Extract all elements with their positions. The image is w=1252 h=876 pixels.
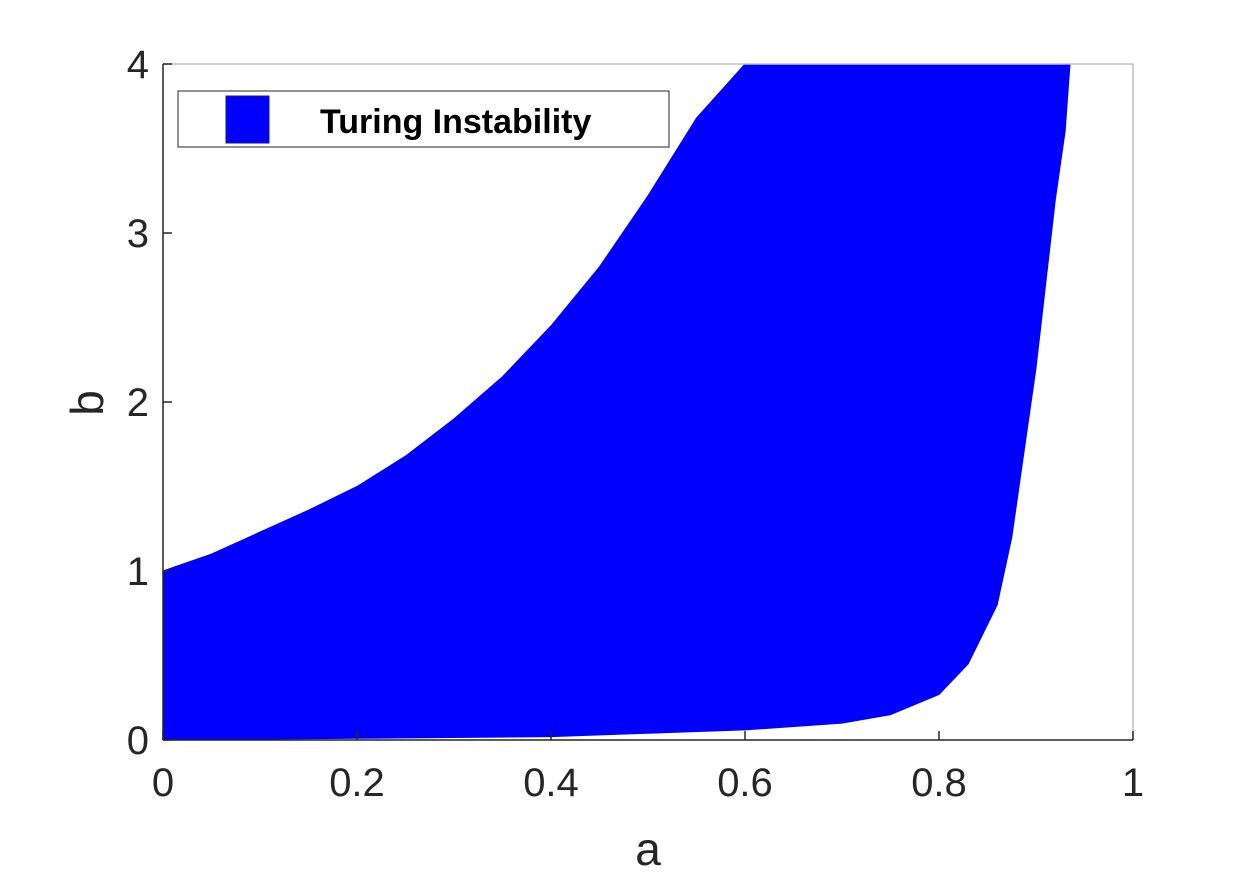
y-tick-label: 2 — [127, 381, 149, 425]
y-tick-label: 4 — [127, 43, 149, 87]
y-tick-label: 1 — [127, 550, 149, 594]
legend-swatch — [225, 95, 270, 144]
y-tick-label: 3 — [127, 212, 149, 256]
x-tick-label: 0.8 — [911, 761, 967, 805]
region-layer — [162, 63, 1071, 741]
x-tick-label: 0.6 — [717, 761, 773, 805]
tick-layer: 0 0.2 0.4 0.6 0.8 1 0 1 2 3 4 — [127, 43, 1144, 805]
x-tick-label: 0.2 — [329, 761, 385, 805]
x-tick-label: 0.4 — [523, 761, 579, 805]
y-axis-label: b — [61, 390, 113, 416]
x-tick-label: 0 — [152, 761, 174, 805]
legend: Turing Instability — [177, 90, 670, 148]
y-tick-label: 0 — [127, 719, 149, 763]
turing-instability-region — [162, 63, 1071, 741]
legend-entry-turing-instability: Turing Instability — [320, 103, 591, 141]
x-tick-label: 1 — [1122, 761, 1144, 805]
x-axis-label: a — [635, 823, 661, 875]
